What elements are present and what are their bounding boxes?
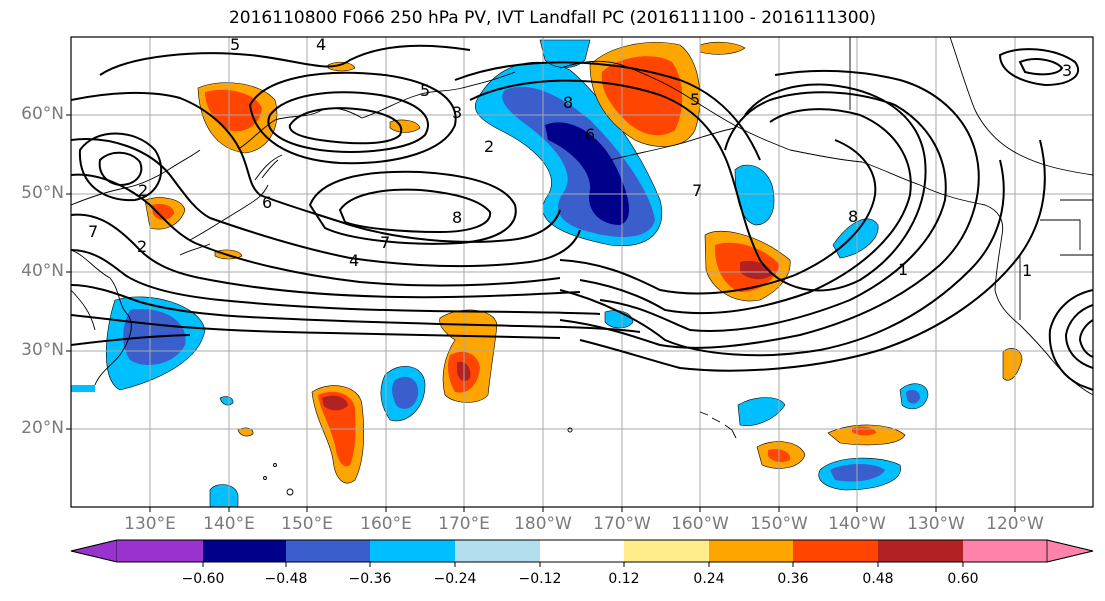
lon-label: 170°W [593, 514, 651, 534]
contour-label: 8 [452, 208, 462, 227]
contour-label: 3 [452, 103, 462, 122]
colorbar-tick-label: 0.12 [608, 571, 640, 587]
contour-label: 7 [692, 181, 702, 200]
contour-label: 2 [137, 237, 147, 256]
colorbar-segment [203, 540, 286, 562]
lon-label: 120°W [986, 514, 1044, 534]
contour-label: 6 [585, 125, 595, 144]
contour-label: 2 [484, 137, 494, 156]
contour-label: 1 [1022, 261, 1032, 280]
colorbar-segment [117, 540, 203, 562]
colorbar [70, 539, 1094, 567]
colorbar-segment [286, 540, 370, 562]
colorbar-segment [370, 540, 455, 562]
colorbar-segment [1046, 539, 1094, 563]
contour-label: 5 [690, 90, 700, 109]
lon-label: 170°E [438, 514, 490, 534]
lat-label: 20°N [21, 418, 64, 438]
contour-label: 3 [1062, 61, 1072, 80]
colorbar-tick-label: 0.36 [777, 571, 809, 587]
contour-label: 2 [138, 181, 148, 200]
contour-label: 6 [262, 193, 272, 212]
lon-label: 150°W [750, 514, 808, 534]
lon-label: 130°W [907, 514, 965, 534]
lat-label: 40°N [21, 261, 64, 281]
colorbar-segment [878, 540, 963, 562]
colorbar-segment [70, 539, 118, 563]
colorbar-tick-label: −0.12 [518, 571, 562, 587]
contour-label: 8 [563, 93, 573, 112]
lat-label: 30°N [21, 340, 64, 360]
map-title: 2016110800 F066 250 hPa PV, IVT Landfall… [228, 8, 876, 28]
lon-label: 130°E [124, 514, 176, 534]
axis-ticks [66, 114, 1016, 512]
colorbar-segment [540, 540, 624, 562]
contour-label: 7 [88, 222, 98, 241]
lon-label: 150°E [281, 514, 333, 534]
contour-labels: 5 4 5 3 2 8 6 2 6 7 2 7 8 7 4 8 1 1 3 5 [88, 35, 1072, 280]
colorbar-tick-label: 0.48 [862, 571, 894, 587]
graticule [71, 37, 1093, 507]
contour-label: 8 [848, 207, 858, 226]
lon-label: 160°W [671, 514, 729, 534]
pv-contours [71, 44, 1093, 391]
colorbar-tick-label: 0.24 [693, 571, 725, 587]
lon-label: 140°W [828, 514, 886, 534]
contour-label: 1 [898, 260, 908, 279]
colorbar-segment [624, 540, 709, 562]
colorbar-tick-label: −0.60 [181, 571, 225, 587]
contour-label: 4 [316, 35, 326, 54]
colorbar-tick-label: −0.24 [433, 571, 477, 587]
colorbar-segment [793, 540, 878, 562]
ivt-shading [71, 39, 1023, 507]
contour-label: 5 [420, 81, 430, 100]
lat-label: 60°N [21, 104, 64, 124]
lat-label: 50°N [21, 183, 64, 203]
colorbar-segment [963, 540, 1047, 562]
lon-label: 160°E [360, 514, 412, 534]
lon-label: 180°W [514, 514, 572, 534]
colorbar-segment [455, 540, 540, 562]
contour-label: 7 [380, 233, 390, 252]
colorbar-tick-label: 0.60 [947, 571, 979, 587]
lon-label: 140°E [203, 514, 255, 534]
colorbar-tick-label: −0.48 [264, 571, 308, 587]
colorbar-segment [709, 540, 793, 562]
colorbar-tick-label: −0.36 [348, 571, 392, 587]
contour-label: 5 [230, 35, 240, 54]
contour-label: 4 [349, 251, 359, 270]
